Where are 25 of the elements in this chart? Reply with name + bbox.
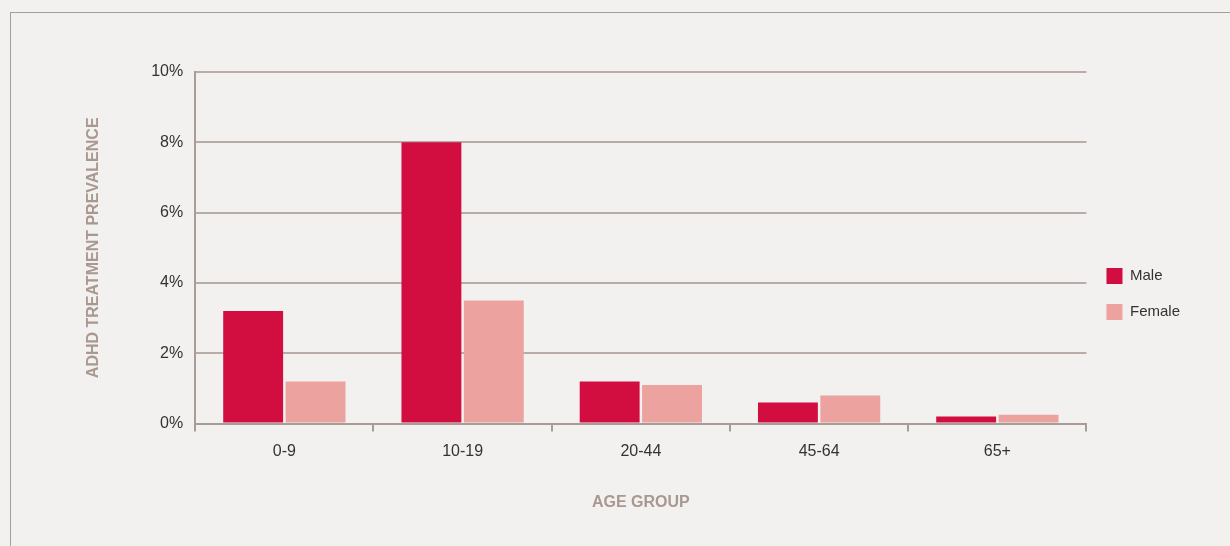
bar (223, 311, 284, 423)
bar (820, 395, 881, 423)
x-tick-label: 0-9 (272, 441, 297, 459)
y-axis-title: ADHD TREATMENT PREVALENCE (84, 117, 102, 379)
bar (463, 300, 524, 423)
y-tick-label: 2% (160, 343, 184, 361)
y-tick-label: 0% (160, 414, 184, 432)
y-tick-label: 6% (160, 203, 184, 221)
bar (936, 416, 997, 423)
x-tick-label: 65+ (983, 441, 1011, 459)
x-tick-label: 45-64 (798, 441, 840, 459)
bar (998, 414, 1059, 423)
legend-label: Female (1129, 302, 1181, 320)
bar (579, 381, 640, 423)
legend-label: Male (1129, 266, 1163, 284)
y-tick-label: 8% (160, 132, 184, 150)
y-tick-label: 10% (151, 62, 184, 80)
x-axis-title: AGE GROUP (591, 492, 691, 510)
bar (757, 402, 818, 423)
bar (642, 384, 702, 423)
bar (285, 381, 346, 423)
x-tick-label: 10-19 (442, 441, 484, 459)
bar (401, 142, 462, 423)
x-tick-label: 20-44 (620, 441, 662, 459)
y-tick-label: 4% (160, 273, 184, 291)
